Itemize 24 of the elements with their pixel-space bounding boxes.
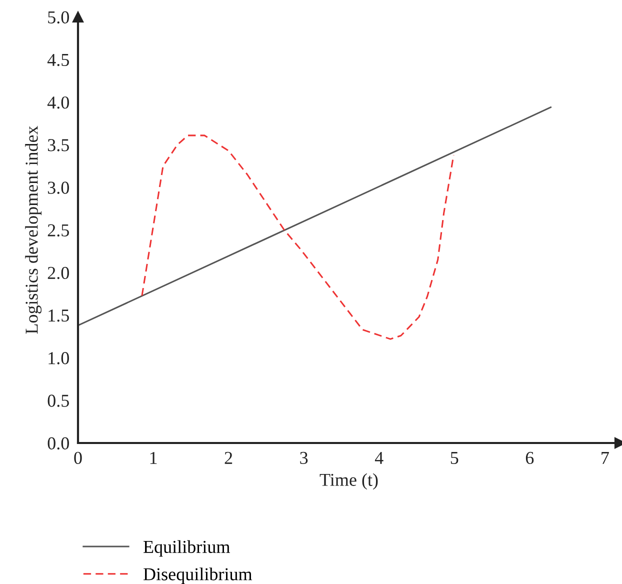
y-axis-title: Logistics development index: [25, 126, 42, 334]
y-tick-label: 3.5: [48, 139, 69, 152]
x-tick-label: 6: [526, 452, 534, 464]
x-tick-label: 4: [374, 452, 384, 464]
y-tick-label: 4.5: [47, 54, 69, 66]
x-tick-label: 1: [150, 452, 157, 464]
y-tick-label: 5.0: [48, 11, 69, 24]
y-tick-label: 1.5: [48, 310, 69, 322]
x-tick-label: 2: [224, 452, 232, 464]
x-tick-label: 3: [300, 452, 308, 464]
x-tick-label: 0: [74, 452, 82, 464]
legend-label: Equilibrium: [144, 540, 230, 557]
x-tick-label: 5: [450, 452, 458, 464]
x-axis-title: Time (t): [320, 473, 378, 490]
y-tick-label: 1.0: [48, 352, 69, 364]
y-tick-label: 2.0: [48, 266, 69, 280]
line-series: [141, 134, 454, 340]
y-tick-label: 0.0: [48, 437, 69, 450]
legend-label: Disequilibrium: [144, 568, 252, 584]
y-tick-label: 4.0: [47, 96, 69, 109]
y-tick-label: 3.0: [48, 182, 69, 194]
y-tick-label: 2.5: [48, 224, 69, 237]
y-tick-label: 0.5: [48, 394, 69, 407]
x-tick-label: 7: [602, 452, 609, 464]
